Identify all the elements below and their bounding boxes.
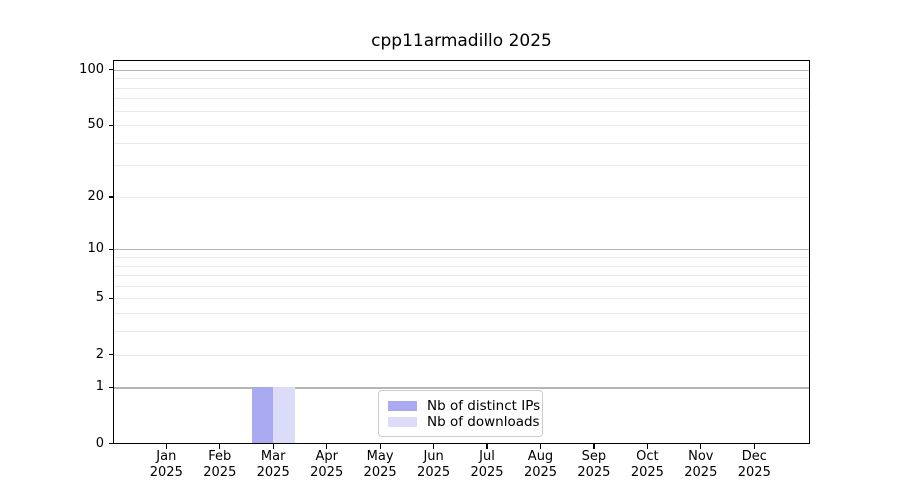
x-tick-label-sep: Sep 2025 [577,449,611,480]
y-tick-label-20: 20 [87,189,104,204]
gridline-minor-9 [113,257,810,259]
x-tick-nov [700,444,702,449]
y-tick-label-2: 2 [95,346,104,362]
gridline-minor-3 [113,331,810,333]
gridline-major-100 [113,69,810,71]
gridline-minor-60 [113,110,810,112]
gridline-minor-20 [113,197,810,198]
y-tick-20 [108,196,113,198]
x-tick-may [379,444,381,449]
x-tick-label-nov: Nov 2025 [684,449,718,480]
legend-label-nb-of-downloads: Nb of downloads [427,414,540,430]
x-tick-label-oct: Oct 2025 [630,449,664,480]
y-tick-100 [108,69,113,71]
bar-mar-distinct-ips [251,387,274,444]
x-tick-label-mar: Mar 2025 [256,449,290,480]
x-tick-label-feb: Feb 2025 [203,449,237,480]
gridline-minor-8 [113,265,810,267]
gridline-minor-6 [113,285,810,287]
y-tick-label-10: 10 [87,241,104,257]
x-tick-label-jun: Jun 2025 [417,449,451,480]
legend-item-nb-of-distinct-ips: Nb of distinct IPs [388,398,540,414]
gridline-minor-40 [113,142,810,144]
gridline-minor-90 [113,78,810,80]
legend-swatch-nb-of-downloads [388,417,417,427]
legend-swatch-nb-of-distinct-ips [388,401,417,411]
legend: Nb of distinct IPs Nb of downloads [378,390,543,437]
x-tick-jul [486,444,488,449]
legend-item-nb-of-downloads: Nb of downloads [388,414,540,430]
x-tick-mar [272,444,274,449]
y-tick-label-100: 100 [79,61,104,77]
plot-area [108,60,810,449]
y-tick-5 [108,297,113,300]
x-tick-feb [219,444,221,449]
y-tick-label-0: 0 [95,435,104,451]
y-tick-10 [108,248,113,250]
chart-title: cpp11armadillo 2025 [371,31,552,51]
x-tick-jan [165,444,167,449]
legend-label-nb-of-distinct-ips: Nb of distinct IPs [427,398,541,414]
bar-mar-downloads [273,387,295,444]
gridline-minor-7 [113,275,810,277]
y-tick-label-50: 50 [87,117,104,133]
gridline-minor-50 [113,125,810,127]
gridline-minor-70 [113,98,810,100]
axes-spines [113,60,810,444]
gridline-minor-2 [113,354,810,356]
y-tick-2 [108,353,113,356]
y-tick-0 [108,442,113,445]
y-tick-50 [108,124,113,126]
x-tick-aug [539,444,542,449]
x-tick-label-may: May 2025 [363,449,397,480]
y-tick-label-5: 5 [95,290,104,306]
gridline-minor-5 [113,298,810,300]
y-tick-label-1: 1 [95,379,104,395]
x-tick-label-apr: Apr 2025 [310,449,344,480]
x-tick-label-aug: Aug 2025 [523,449,558,480]
y-tick-1 [108,386,113,388]
x-tick-label-jan: Jan 2025 [149,449,183,480]
x-tick-oct [646,444,648,449]
gridline-minor-80 [113,87,810,89]
x-tick-apr [326,444,328,449]
x-tick-label-dec: Dec 2025 [737,449,771,480]
gridline-major-10 [113,249,810,251]
gridline-minor-4 [113,313,810,315]
gridline-minor-30 [113,165,810,167]
x-tick-dec [753,444,755,449]
x-tick-jun [432,444,435,449]
x-tick-label-jul: Jul 2025 [470,449,504,480]
x-tick-sep [593,444,595,449]
gridline-major-1 [113,387,810,389]
